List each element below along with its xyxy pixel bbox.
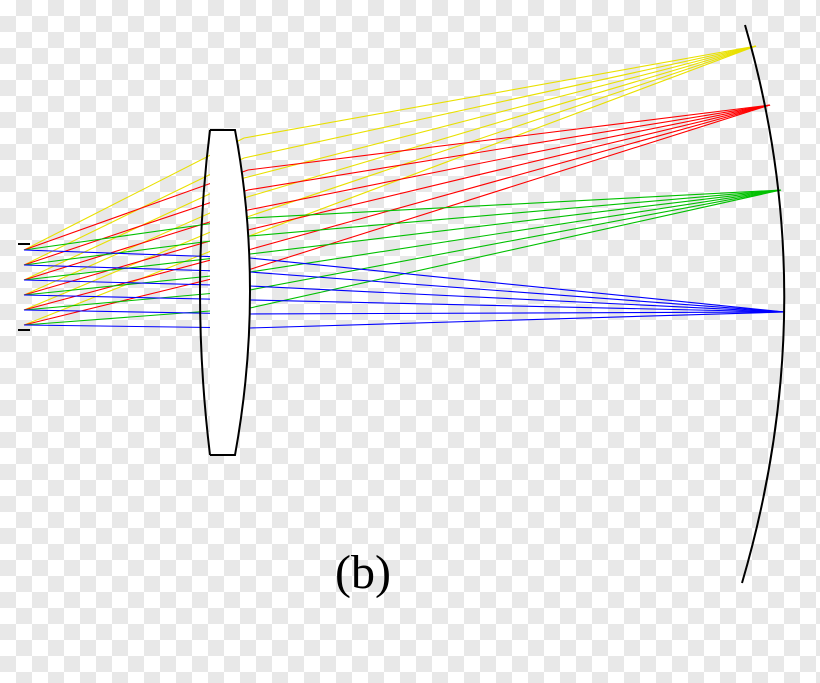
lens-back-surface [210, 130, 250, 455]
ray-refracted [250, 190, 781, 218]
optical-elements [18, 25, 784, 583]
ray-refracted [250, 312, 785, 328]
ray-refracted [244, 46, 756, 138]
ray-refracted [250, 190, 781, 254]
ray-refracted [250, 312, 785, 314]
ray-refracted [248, 105, 770, 170]
ray-refracted [250, 190, 781, 236]
ray-refracted [250, 258, 785, 312]
ray-refracted [244, 46, 756, 198]
ray-bundles [24, 46, 785, 328]
ray-refracted [250, 190, 781, 290]
ray-refracted [250, 190, 781, 272]
ray-refracted [250, 286, 785, 312]
ray-refracted [244, 46, 756, 178]
optical-ray-diagram [0, 0, 820, 683]
ray-refracted [244, 46, 756, 158]
subfigure-label: (b) [335, 545, 391, 600]
ray-refracted [244, 46, 756, 218]
